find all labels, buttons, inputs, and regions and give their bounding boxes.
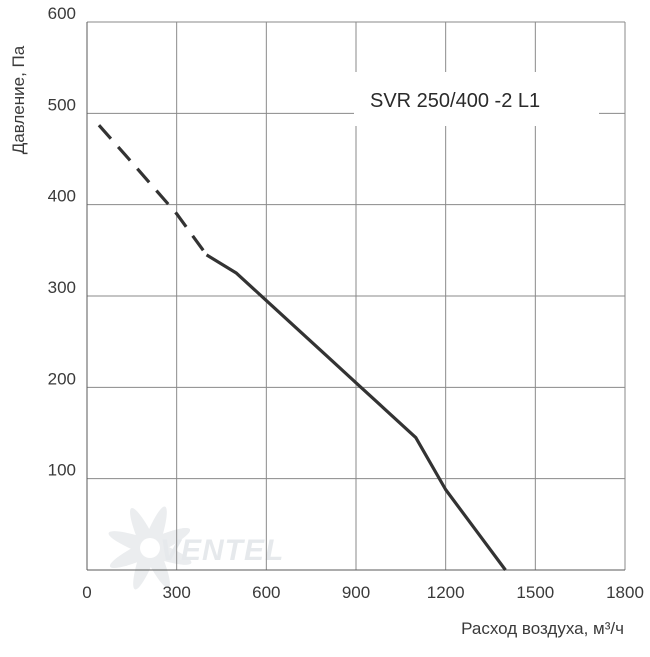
x-tick-label: 1200 bbox=[427, 583, 465, 602]
y-tick-labels: 100 200 300 400 500 600 bbox=[48, 4, 76, 480]
y-tick-label: 500 bbox=[48, 95, 76, 114]
x-tick-label: 600 bbox=[252, 583, 280, 602]
model-label-background bbox=[354, 72, 599, 126]
x-tick-labels: 0 300 600 900 1200 1500 1800 bbox=[82, 583, 644, 602]
y-axis-label: Давление, Па bbox=[9, 45, 28, 154]
x-tick-label: 1500 bbox=[516, 583, 554, 602]
x-axis-label: Расход воздуха, м³/ч bbox=[461, 619, 624, 638]
model-label: SVR 250/400 -2 L1 bbox=[370, 90, 540, 112]
y-tick-label: 200 bbox=[48, 369, 76, 388]
x-tick-label: 1800 bbox=[606, 583, 644, 602]
x-tick-label: 0 bbox=[82, 583, 91, 602]
series-line-dashed bbox=[97, 124, 208, 256]
series-curve bbox=[97, 124, 507, 571]
ventel-watermark-logo: VENTEL bbox=[108, 506, 284, 590]
x-tick-label: 300 bbox=[162, 583, 190, 602]
grid-lines bbox=[87, 21, 626, 570]
watermark-text: VENTEL bbox=[160, 534, 284, 567]
x-tick-label: 900 bbox=[342, 583, 370, 602]
y-tick-label: 600 bbox=[48, 4, 76, 23]
y-tick-label: 400 bbox=[48, 187, 76, 206]
y-tick-label: 100 bbox=[48, 461, 76, 480]
series-line-solid bbox=[205, 253, 507, 571]
y-tick-label: 300 bbox=[48, 278, 76, 297]
